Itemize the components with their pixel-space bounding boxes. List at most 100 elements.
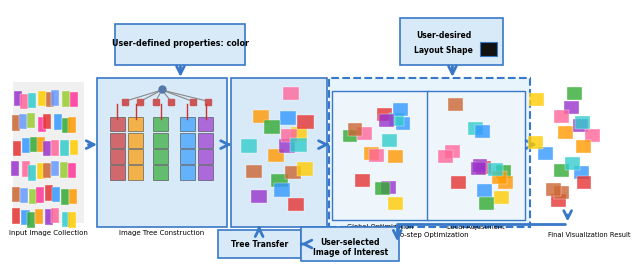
FancyBboxPatch shape: [472, 159, 488, 172]
FancyBboxPatch shape: [480, 42, 497, 56]
FancyBboxPatch shape: [382, 134, 397, 147]
FancyBboxPatch shape: [28, 93, 36, 108]
FancyBboxPatch shape: [13, 141, 20, 156]
FancyBboxPatch shape: [37, 163, 45, 179]
FancyBboxPatch shape: [180, 133, 195, 148]
FancyBboxPatch shape: [110, 165, 125, 180]
FancyBboxPatch shape: [62, 91, 70, 107]
FancyBboxPatch shape: [291, 138, 307, 152]
FancyBboxPatch shape: [377, 108, 392, 121]
FancyBboxPatch shape: [27, 113, 35, 128]
FancyBboxPatch shape: [97, 78, 227, 227]
FancyBboxPatch shape: [68, 117, 76, 133]
FancyBboxPatch shape: [22, 210, 29, 225]
FancyBboxPatch shape: [388, 150, 403, 163]
FancyBboxPatch shape: [394, 103, 408, 116]
FancyBboxPatch shape: [44, 141, 51, 156]
FancyBboxPatch shape: [246, 165, 262, 178]
FancyBboxPatch shape: [70, 92, 78, 107]
FancyBboxPatch shape: [198, 149, 213, 164]
FancyBboxPatch shape: [476, 125, 490, 138]
FancyBboxPatch shape: [348, 123, 362, 136]
FancyBboxPatch shape: [30, 137, 38, 153]
FancyBboxPatch shape: [253, 110, 269, 123]
FancyBboxPatch shape: [38, 117, 46, 132]
FancyBboxPatch shape: [281, 129, 297, 142]
FancyBboxPatch shape: [369, 149, 384, 162]
FancyBboxPatch shape: [60, 140, 68, 156]
FancyBboxPatch shape: [51, 140, 59, 156]
FancyBboxPatch shape: [280, 111, 296, 125]
FancyBboxPatch shape: [231, 78, 327, 227]
Text: Two-step Optimization: Two-step Optimization: [390, 232, 468, 238]
FancyBboxPatch shape: [427, 91, 525, 220]
FancyBboxPatch shape: [60, 162, 68, 177]
FancyBboxPatch shape: [12, 187, 20, 202]
FancyBboxPatch shape: [577, 140, 591, 153]
FancyBboxPatch shape: [11, 161, 19, 176]
FancyBboxPatch shape: [13, 82, 84, 223]
FancyBboxPatch shape: [498, 176, 513, 189]
FancyBboxPatch shape: [153, 165, 168, 180]
FancyBboxPatch shape: [51, 208, 59, 223]
FancyBboxPatch shape: [52, 187, 60, 202]
FancyBboxPatch shape: [45, 185, 52, 201]
FancyBboxPatch shape: [396, 117, 410, 130]
Text: User-defined properties: color: User-defined properties: color: [112, 39, 249, 48]
FancyBboxPatch shape: [110, 117, 125, 131]
FancyBboxPatch shape: [46, 92, 54, 107]
FancyBboxPatch shape: [62, 212, 70, 227]
FancyBboxPatch shape: [110, 149, 125, 164]
FancyBboxPatch shape: [129, 165, 143, 180]
Text: Final Visualization Result: Final Visualization Result: [548, 232, 630, 238]
FancyBboxPatch shape: [279, 139, 295, 153]
FancyBboxPatch shape: [45, 209, 53, 225]
FancyBboxPatch shape: [488, 163, 503, 176]
FancyBboxPatch shape: [129, 117, 143, 131]
FancyBboxPatch shape: [381, 181, 396, 194]
FancyBboxPatch shape: [115, 24, 246, 65]
FancyBboxPatch shape: [529, 93, 544, 106]
FancyBboxPatch shape: [558, 126, 573, 139]
FancyBboxPatch shape: [364, 147, 379, 160]
FancyBboxPatch shape: [110, 133, 125, 148]
FancyBboxPatch shape: [14, 91, 22, 106]
FancyBboxPatch shape: [291, 127, 307, 141]
FancyBboxPatch shape: [198, 133, 213, 148]
FancyBboxPatch shape: [298, 115, 314, 129]
FancyBboxPatch shape: [492, 171, 507, 184]
FancyBboxPatch shape: [380, 114, 394, 127]
Text: Global Optimization: Global Optimization: [348, 224, 413, 230]
FancyBboxPatch shape: [375, 182, 390, 195]
FancyBboxPatch shape: [69, 189, 77, 204]
FancyBboxPatch shape: [20, 94, 28, 109]
FancyBboxPatch shape: [70, 140, 78, 155]
FancyBboxPatch shape: [554, 164, 569, 177]
FancyBboxPatch shape: [477, 184, 492, 197]
FancyBboxPatch shape: [471, 162, 486, 175]
FancyBboxPatch shape: [342, 129, 357, 143]
FancyBboxPatch shape: [68, 163, 76, 178]
FancyBboxPatch shape: [43, 114, 51, 129]
FancyBboxPatch shape: [35, 209, 43, 224]
FancyBboxPatch shape: [12, 208, 20, 224]
FancyBboxPatch shape: [180, 149, 195, 164]
FancyBboxPatch shape: [241, 140, 257, 153]
FancyBboxPatch shape: [285, 165, 301, 179]
Text: Tree Transfer: Tree Transfer: [231, 239, 288, 248]
FancyBboxPatch shape: [355, 174, 370, 187]
FancyBboxPatch shape: [36, 188, 44, 203]
Text: Initial Visualization: Initial Visualization: [246, 230, 312, 236]
FancyBboxPatch shape: [479, 197, 494, 210]
FancyBboxPatch shape: [283, 87, 299, 100]
Text: Image of Interest: Image of Interest: [312, 248, 388, 257]
FancyBboxPatch shape: [567, 87, 582, 100]
FancyBboxPatch shape: [451, 176, 466, 189]
FancyBboxPatch shape: [22, 138, 31, 153]
FancyBboxPatch shape: [180, 117, 195, 131]
FancyBboxPatch shape: [538, 147, 552, 160]
FancyBboxPatch shape: [198, 165, 213, 180]
Text: Image Tree Construction: Image Tree Construction: [119, 230, 205, 236]
Text: User-desired: User-desired: [416, 31, 472, 40]
Text: Input Image Collection: Input Image Collection: [9, 230, 88, 236]
